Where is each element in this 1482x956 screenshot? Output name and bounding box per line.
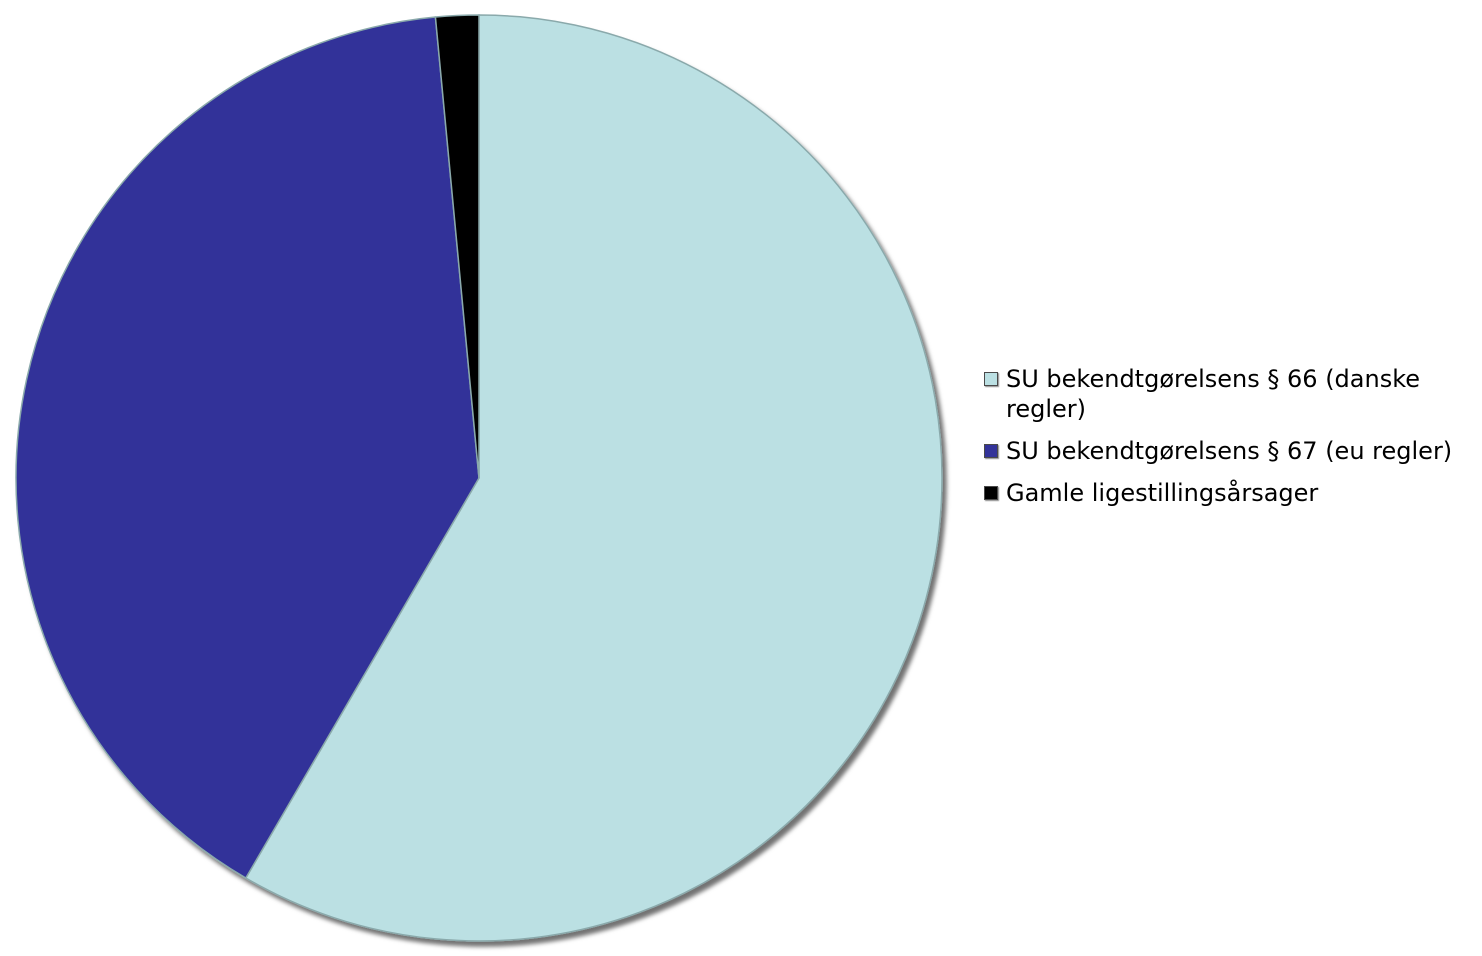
- legend-label-danske-regler: SU bekendtgørelsens § 66 (danske regler): [1006, 365, 1421, 423]
- legend-item-eu-regler: SU bekendtgørelsens § 67 (eu regler): [984, 436, 1478, 466]
- legend-item-ligestillingsaarsager: Gamle ligestillingsårsager: [984, 478, 1478, 508]
- legend-swatch-eu-regler: [984, 444, 998, 458]
- pie-slice-danske-regler: [244, 14, 943, 942]
- pie-slice-ligestillingsaarsager: [434, 14, 480, 479]
- chart-legend: SU bekendtgørelsens § 66 (danske regler)…: [984, 364, 1478, 520]
- legend-swatch-ligestillingsaarsager: [984, 486, 998, 500]
- pie-slices: [15, 14, 943, 942]
- legend-label-eu-regler: SU bekendtgørelsens § 67 (eu regler): [1006, 437, 1453, 465]
- legend-label-ligestillingsaarsager: Gamle ligestillingsårsager: [1006, 479, 1319, 507]
- legend-swatch-danske-regler: [984, 372, 998, 386]
- legend-item-danske-regler: SU bekendtgørelsens § 66 (danske regler): [984, 364, 1478, 424]
- pie-slice-eu-regler: [15, 16, 480, 880]
